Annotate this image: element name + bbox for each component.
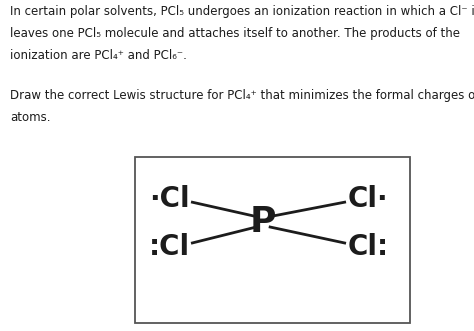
Text: Cl·: Cl· [347,185,388,213]
Bar [135,157,410,323]
Text: P: P [250,205,276,239]
Text: leaves one PCl₅ molecule and attaches itself to another. The products of the: leaves one PCl₅ molecule and attaches it… [10,27,460,40]
Text: Draw the correct Lewis structure for PCl₄⁺ that minimizes the formal charges on : Draw the correct Lewis structure for PCl… [10,89,474,102]
Text: Cl:: Cl: [347,233,389,260]
Text: ionization are PCl₄⁺ and PCl₆⁻.: ionization are PCl₄⁺ and PCl₆⁻. [10,49,187,62]
Text: :Cl: :Cl [148,233,190,260]
Text: In certain polar solvents, PCl₅ undergoes an ionization reaction in which a Cl⁻ : In certain polar solvents, PCl₅ undergoe… [10,5,474,18]
Text: ·Cl: ·Cl [149,185,190,213]
Text: atoms.: atoms. [10,112,51,124]
